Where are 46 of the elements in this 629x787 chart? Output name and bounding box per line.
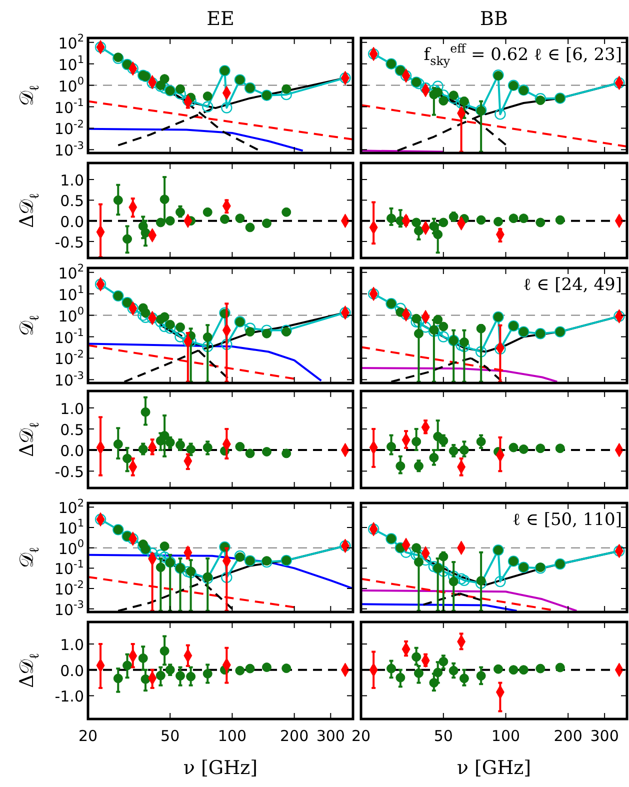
y-tick-label: 10$^{-3}$ xyxy=(54,140,84,160)
y-tick-label: 0.5 xyxy=(60,420,84,439)
y-tick-label: 10$^{0}$ xyxy=(58,538,84,558)
annotation: ℓ ∈ [50, 110] xyxy=(512,510,622,530)
x-tick-label: 100 xyxy=(491,727,520,745)
chart-title: EE xyxy=(206,8,234,30)
x-tick-label: 200 xyxy=(554,727,582,745)
x-tick-label: 50 xyxy=(434,727,453,745)
y-tick-label: 10$^{-1}$ xyxy=(54,558,84,578)
y-tick-label: 10$^{0}$ xyxy=(58,306,84,326)
y-tick-label: 10$^{-2}$ xyxy=(54,578,84,599)
x-tick-label: 100 xyxy=(218,727,247,745)
y-tick-label: 10$^{2}$ xyxy=(58,32,84,52)
x-axis-title: ν [GHz] xyxy=(183,757,258,779)
annotation: f$_{sky}$$^{eff}$ = 0.62 ℓ ∈ [6, 23] xyxy=(424,41,622,68)
y-tick-label: 10$^{1}$ xyxy=(58,54,84,74)
y-tick-label: 0.0 xyxy=(60,442,84,460)
y-tick-label: 10$^{-2}$ xyxy=(54,348,84,368)
y-tick-label: 10$^{1}$ xyxy=(58,518,84,538)
y-tick-label: 1.0 xyxy=(60,400,84,418)
y-tick-label: 10$^{-2}$ xyxy=(54,118,84,138)
y-tick-label: 1.0 xyxy=(60,172,84,190)
y-tick-label: 10$^{-3}$ xyxy=(54,370,84,390)
y-tick-label: 0.0 xyxy=(60,212,84,231)
x-tick-label: 20 xyxy=(78,727,98,745)
y-tick-label: -1.0 xyxy=(54,688,84,706)
y-tick-label: -0.5 xyxy=(54,233,84,252)
y-tick-label: 10$^{-3}$ xyxy=(54,599,84,619)
y-tick-label: 10$^{1}$ xyxy=(58,284,84,304)
y-tick-label: 10$^{-1}$ xyxy=(54,97,84,117)
x-tick-label: 300 xyxy=(590,727,619,745)
y-tick-label: 0.0 xyxy=(60,662,84,680)
x-tick-label: 300 xyxy=(316,727,345,745)
chart-title: BB xyxy=(480,8,508,30)
x-axis-title: ν [GHz] xyxy=(456,757,532,779)
y-tick-label: 10$^{0}$ xyxy=(58,76,84,96)
y-tick-label: 10$^{2}$ xyxy=(58,497,84,518)
x-tick-label: 200 xyxy=(280,727,309,745)
y-tick-label: 0.5 xyxy=(60,192,84,210)
y-tick-label: 1.0 xyxy=(60,636,84,654)
x-tick-label: 50 xyxy=(160,727,180,745)
x-tick-label: 20 xyxy=(351,727,371,745)
annotation: ℓ ∈ [24, 49] xyxy=(523,275,622,295)
y-tick-label: 10$^{2}$ xyxy=(58,262,84,282)
y-tick-label: -0.5 xyxy=(54,463,84,482)
y-tick-label: 10$^{-1}$ xyxy=(54,327,84,347)
